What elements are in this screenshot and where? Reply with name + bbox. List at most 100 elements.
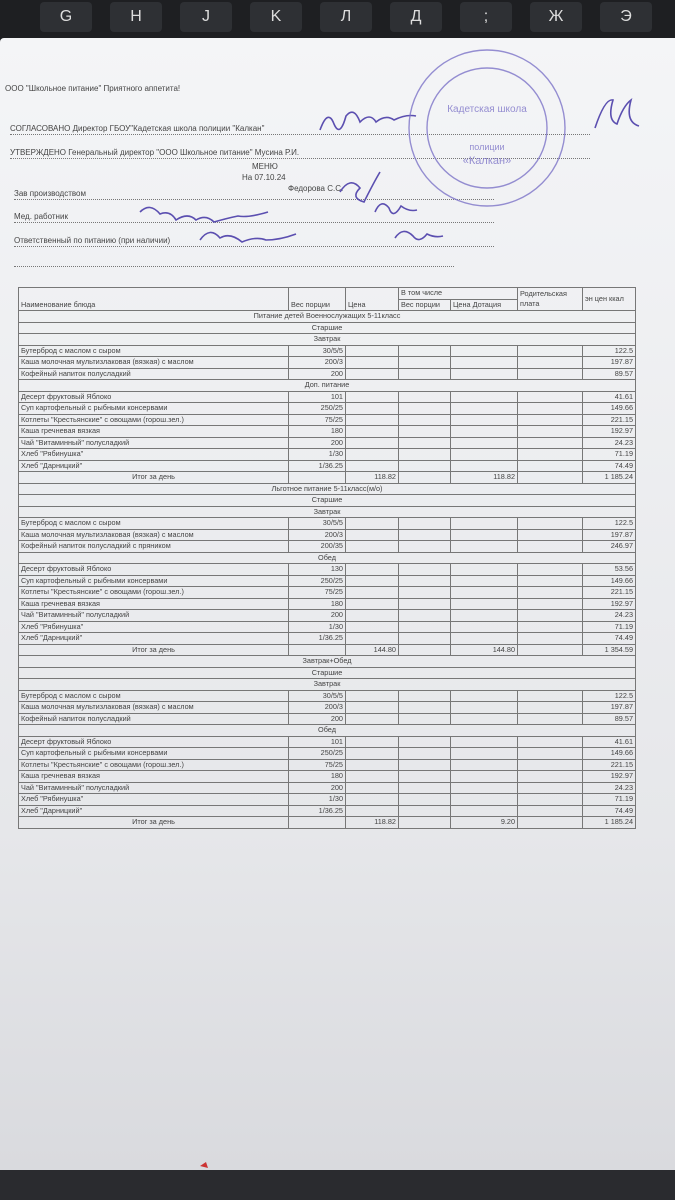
empty-cell [398,816,451,829]
dish-weight: 1/36.25 [288,632,346,645]
empty-cell [345,528,399,541]
dish-name: Хлеб "Дарницкий" [18,459,289,472]
total-row: Итог за день 144.80 144.80 1 354.59 [18,643,637,656]
empty-cell [345,689,399,702]
empty-cell [517,413,584,426]
dish-weight: 101 [288,390,346,403]
empty-cell [398,804,451,817]
group-title: Старшие [17,666,637,679]
empty-cell [517,816,584,829]
empty-cell [449,563,519,576]
dish-row: Чай "Витаминный" полусладкий 200 24.23 [18,781,637,794]
date: На 07.10.24 [242,173,286,182]
dish-weight: 1/30 [288,448,346,461]
group-title: Старшие [17,494,637,507]
empty-cell [398,747,451,760]
dish-kcal: 221.15 [582,758,637,771]
dish-kcal: 197.87 [582,528,637,541]
empty-cell [449,436,519,449]
header-cell: Вес порции [398,298,451,311]
empty-cell [345,574,399,587]
empty-cell [398,735,451,748]
dish-weight: 75/25 [288,586,346,599]
empty-cell [517,540,584,553]
empty-cell [449,689,519,702]
empty-cell [345,597,399,610]
total-label: Итог за день [18,471,289,484]
section-title: Завтрак+Обед [17,655,637,668]
dish-weight: 200 [288,712,346,725]
empty-cell [345,712,399,725]
dish-kcal: 149.66 [582,574,637,587]
dish-kcal: 53.56 [582,563,637,576]
key: H [110,2,162,32]
menu-table: Наименование блюда Вес порции Цена В том чи… [17,287,637,829]
empty-cell [449,367,519,380]
empty-cell [398,758,451,771]
empty-cell [345,402,399,415]
empty-cell [449,781,519,794]
empty-cell [398,367,451,380]
empty-cell [449,402,519,415]
dish-name: Котлеты "Крестьянские" с овощами (горош.… [18,758,289,771]
dish-weight: 130 [288,563,346,576]
dish-weight: 200 [288,609,346,622]
empty-cell [517,471,584,484]
dish-row: Каша гречневая вязкая 180 192.97 [18,770,637,783]
dish-kcal: 71.19 [582,448,637,461]
empty-cell [398,574,451,587]
header-cell: Наименование блюда [18,287,289,311]
total-dotation: 118.82 [449,471,519,484]
dish-name: Десерт фруктовый Яблоко [18,390,289,403]
dish-row: Кофейный напиток полусладкий с пряником 2… [18,540,637,553]
empty-cell [517,770,584,783]
dish-row: Десерт фруктовый Яблоко 101 41.61 [18,390,637,403]
dish-row: Каша молочная мультизлаковая (вязкая) с … [18,528,637,541]
empty-cell [517,356,584,369]
meal-title-row: Доп. питание [17,379,637,392]
empty-cell [288,816,346,829]
dish-row: Бутерброд с маслом с сыром 30/5/5 122.5 [18,689,637,702]
dish-name: Бутерброд с маслом с сыром [18,344,289,357]
empty-cell [398,413,451,426]
empty-cell [449,712,519,725]
dish-row: Хлеб "Дарницкий" 1/36.25 74.49 [18,632,637,645]
dish-kcal: 24.23 [582,781,637,794]
dish-weight: 101 [288,735,346,748]
empty-cell [398,689,451,702]
dish-weight: 200 [288,367,346,380]
medic: Мед. работник [14,212,68,221]
meal-title-row: Обед [17,724,637,737]
dish-row: Десерт фруктовый Яблоко 130 53.56 [18,563,637,576]
empty-cell [449,413,519,426]
empty-cell [398,701,451,714]
empty-cell [517,402,584,415]
dish-row: Котлеты "Крестьянские" с овощами (горош.… [18,586,637,599]
total-price: 118.82 [345,471,399,484]
empty-cell [345,344,399,357]
dish-weight: 1/36.25 [288,459,346,472]
empty-cell [449,804,519,817]
dish-kcal: 71.19 [582,793,637,806]
line [14,246,494,247]
dish-kcal: 71.19 [582,620,637,633]
empty-cell [345,367,399,380]
dish-name: Каша гречневая вязкая [18,597,289,610]
dish-row: Суп картофельный с рыбными консервами 250… [18,402,637,415]
dish-weight: 30/5/5 [288,517,346,530]
dish-name: Бутерброд с маслом с сыром [18,517,289,530]
dish-kcal: 74.49 [582,804,637,817]
total-label: Итог за день [18,816,289,829]
dish-row: Каша молочная мультизлаковая (вязкая) с … [18,701,637,714]
responsible: Ответственный по питанию (при наличии) [14,236,171,245]
empty-cell [345,356,399,369]
key: ; [460,2,512,32]
dish-name: Кофейный напиток полусладкий [18,367,289,380]
empty-cell [517,517,584,530]
meal-title-row: Завтрак [17,333,637,346]
section-title-row: Завтрак+Обед [17,655,637,668]
meal-title-row: Завтрак [17,505,637,518]
dish-row: Хлеб "Дарницкий" 1/36.25 74.49 [18,459,637,472]
meal-title: Завтрак [17,678,637,691]
dish-row: Чай "Витаминный" полусладкий 200 24.23 [18,609,637,622]
